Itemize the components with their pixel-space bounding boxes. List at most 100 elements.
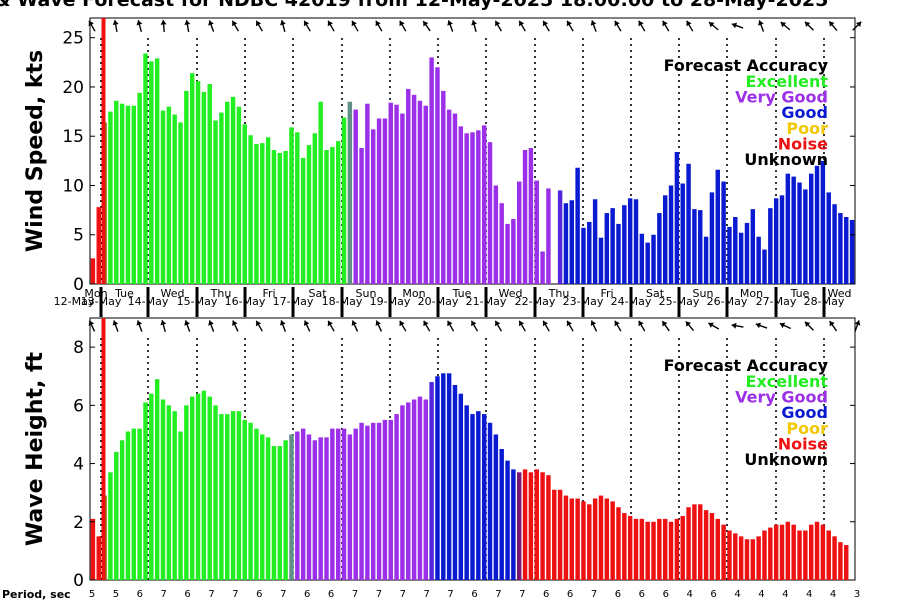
wind-direction-arrow [327,20,335,32]
data-bar [727,530,732,580]
wave-direction-arrow [255,320,263,332]
data-bar [773,524,779,580]
period-value: 6 [184,589,190,600]
day-name-label: Tue [790,287,810,300]
period-value: 7 [208,589,214,600]
day-boundary-tick [146,287,150,317]
data-bar [808,524,814,580]
wind-direction-arrow [160,19,167,33]
arrow-head [255,320,262,327]
data-bar [435,67,440,284]
data-bar [371,129,376,284]
wave-direction-arrow [542,320,550,332]
legend-entry: Good [781,103,828,122]
data-bar [441,90,446,285]
legend-entry: Unknown [744,450,828,469]
data-bar [265,437,271,580]
period-value: 5 [89,589,95,600]
day-name-label: Wed [161,287,185,300]
wind-direction-arrow [399,20,407,32]
data-bar [598,237,604,284]
data-bar [312,440,318,580]
data-bar [178,122,183,285]
data-bar [715,518,720,580]
data-bar [633,199,639,284]
data-bar [476,130,481,284]
arrow-head [88,320,95,326]
legend-title: Forecast Accuracy [664,356,829,375]
day-boundary-tick [774,287,778,317]
period-value: 6 [567,589,573,600]
data-bar [452,384,458,580]
data-bar [820,160,826,284]
arrow-head [662,321,668,327]
wave-height-panel: 0 2 4 6 8 Wave Height, ft Forecast AccuracyExc… [23,317,861,591]
data-bar [464,405,469,580]
wind-direction-arrow [447,20,454,32]
data-bar [540,251,545,284]
legend-title: Forecast Accuracy [664,56,829,75]
data-bar [219,414,224,580]
data-bar [271,446,277,580]
data-bar [260,143,265,284]
y-tick-label: 25 [62,29,84,49]
data-bar [376,422,382,580]
data-bar [312,133,318,284]
data-bar [178,431,183,580]
data-bar [738,232,744,284]
day-boundary-tick [340,287,344,317]
period-value: 7 [376,589,382,600]
wind-direction-arrow [614,20,622,32]
arrow-head [829,21,835,27]
data-bar [423,105,428,285]
wind-direction-arrow [136,20,143,32]
data-bar [184,90,189,285]
wind-direction-arrow [471,20,478,32]
wind-direction-arrow [852,21,862,31]
wind-direction-arrow [708,21,719,31]
arrow-head [255,20,262,27]
arrow-head [638,20,644,27]
y-tick-label: 20 [62,78,84,98]
arrow-head [590,320,597,326]
legend-entry: Poor [786,119,828,138]
period-value: 6 [471,589,477,600]
arrow-head [471,320,477,327]
day-name-label: Sun [356,287,377,300]
data-bar [668,185,674,284]
wind-direction-arrow [88,20,96,32]
data-bar [668,521,674,580]
data-bar [733,217,738,284]
data-bar [108,472,113,580]
data-bar [604,498,610,580]
data-bar [154,58,160,284]
wave-direction-arrow [708,322,720,330]
data-bar [779,195,785,284]
current-time-marker [101,318,106,580]
data-bar [610,501,615,580]
data-bar [318,101,323,285]
data-bar [283,440,288,580]
data-bar [522,469,528,580]
y-tick-label: 10 [62,176,84,196]
data-bar [219,112,224,284]
data-bar [487,422,493,580]
data-bar [289,434,294,580]
wind-direction-arrow [303,20,311,32]
y-tick-label: 0 [73,275,84,295]
wind-direction-arrow [638,20,646,32]
data-bar [400,113,405,284]
data-bar [131,105,137,285]
data-bar [365,103,370,285]
data-bar [470,414,475,580]
arrow-head [855,21,862,28]
y-tick-label: 5 [73,226,84,246]
day-name-label: Sat [646,287,665,300]
data-bar [429,382,434,580]
data-bar [592,199,598,284]
data-bar [651,234,656,284]
data-bar [359,422,364,580]
arrow-head [804,21,811,28]
data-bar [511,218,516,284]
wave-direction-arrow [829,320,838,332]
